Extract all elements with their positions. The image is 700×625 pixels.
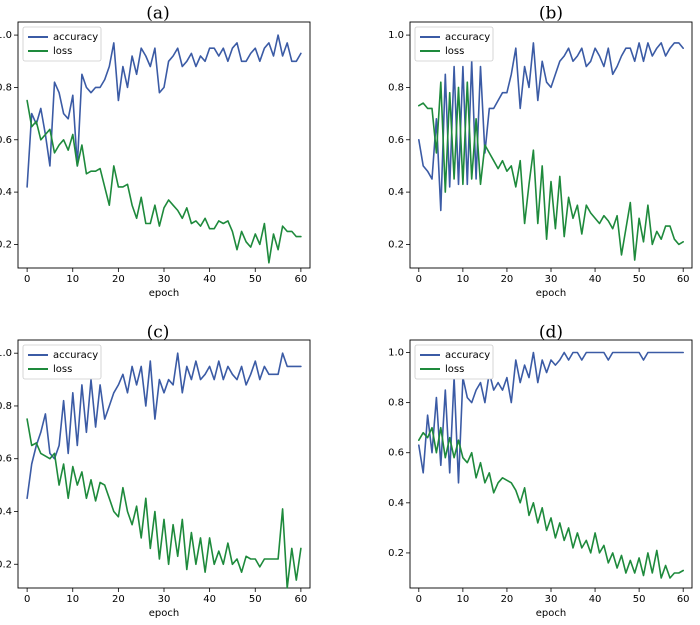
x-tick-label: 30 — [545, 594, 558, 605]
x-tick-label: 40 — [589, 274, 602, 285]
series-line-accuracy — [417, 42, 685, 212]
y-tick-label: 0.6 — [0, 454, 12, 465]
legend-label-accuracy: accuracy — [53, 350, 98, 361]
x-axis-title: epoch — [149, 288, 179, 299]
x-tick-label: 40 — [203, 274, 216, 285]
y-tick-label: 0.4 — [0, 506, 12, 517]
x-axis-title: epoch — [149, 608, 179, 619]
chart-panel-2: (b) 0 10 20 30 40 50 60 0.2 0.4 0.6 0.8 1.0 epoch accu… — [388, 4, 693, 299]
y-tick-label: 0.4 — [0, 187, 12, 198]
x-tick-label: 60 — [295, 274, 308, 285]
y-tick-label: 0.4 — [388, 187, 404, 198]
series-line-loss — [26, 418, 302, 589]
x-tick-label: 10 — [457, 274, 470, 285]
y-tick-label: 0.8 — [0, 401, 12, 412]
legend-label-loss: loss — [445, 46, 464, 57]
y-tick-label: 0.2 — [0, 559, 12, 570]
legend-label-loss: loss — [53, 364, 72, 375]
x-tick-label: 30 — [545, 274, 558, 285]
y-tick-label: 1.0 — [388, 30, 404, 41]
x-tick-label: 60 — [677, 594, 690, 605]
x-tick-label: 40 — [589, 594, 602, 605]
legend-box — [22, 344, 102, 380]
x-tick-label: 10 — [457, 594, 470, 605]
y-tick-label: 0.2 — [0, 239, 12, 250]
panel-label: (b) — [539, 4, 563, 24]
x-tick-label: 60 — [295, 594, 308, 605]
legend-label-loss: loss — [445, 364, 464, 375]
y-tick-label: 0.8 — [388, 398, 404, 409]
chart-panel-4: (d) 0 10 20 30 40 50 60 0.2 0.4 0.6 0.8 1.0 epoch accu… — [388, 323, 693, 619]
x-tick-label: 40 — [203, 594, 216, 605]
y-tick-label: 0.6 — [388, 448, 404, 459]
series-line-accuracy — [26, 352, 302, 500]
x-tick-label: 0 — [24, 594, 30, 605]
series-line-loss — [26, 99, 302, 264]
x-tick-label: 50 — [249, 594, 262, 605]
x-tick-label: 50 — [633, 594, 646, 605]
x-tick-label: 10 — [66, 594, 79, 605]
x-tick-label: 0 — [416, 274, 422, 285]
legend-box — [414, 26, 494, 62]
x-tick-label: 0 — [24, 274, 30, 285]
x-tick-label: 50 — [633, 274, 646, 285]
legend-label-accuracy: accuracy — [445, 350, 490, 361]
chart-panel-3: (c) 0 10 20 30 40 50 60 0.2 0.4 0.6 0.8 1.0 epoch accu… — [0, 323, 311, 619]
x-tick-label: 20 — [112, 594, 125, 605]
y-tick-label: 1.0 — [388, 348, 404, 359]
panel-label: (c) — [147, 323, 170, 343]
x-tick-label: 30 — [158, 594, 171, 605]
y-tick-label: 0.2 — [388, 548, 404, 559]
x-tick-label: 10 — [66, 274, 79, 285]
x-tick-label: 0 — [416, 594, 422, 605]
series-line-loss — [417, 426, 685, 579]
y-tick-label: 0.4 — [388, 498, 404, 509]
x-tick-label: 20 — [501, 274, 514, 285]
x-tick-label: 50 — [249, 274, 262, 285]
x-tick-label: 20 — [501, 594, 514, 605]
x-tick-label: 60 — [677, 274, 690, 285]
legend-box — [22, 26, 102, 62]
legend-label-accuracy: accuracy — [445, 32, 490, 43]
y-tick-label: 1.0 — [0, 348, 12, 359]
series-line-accuracy — [26, 34, 302, 188]
y-tick-label: 0.8 — [0, 82, 12, 93]
y-tick-label: 0.8 — [388, 82, 404, 93]
series-line-loss — [417, 81, 685, 261]
x-axis-title: epoch — [536, 288, 566, 299]
panel-label: (a) — [146, 4, 169, 24]
y-tick-label: 0.2 — [388, 239, 404, 250]
x-tick-label: 20 — [112, 274, 125, 285]
y-tick-label: 0.6 — [0, 135, 12, 146]
y-tick-label: 1.0 — [0, 30, 12, 41]
x-tick-label: 30 — [158, 274, 171, 285]
chart-panel-1: (a) 0 10 20 30 40 50 60 0.2 0.4 0.6 0.8 1.0 epoch accu… — [0, 4, 311, 299]
legend-label-accuracy: accuracy — [53, 32, 98, 43]
legend-label-loss: loss — [53, 46, 72, 57]
x-axis-title: epoch — [536, 608, 566, 619]
panel-label: (d) — [539, 323, 563, 343]
y-tick-label: 0.6 — [388, 135, 404, 146]
legend-box — [414, 344, 494, 380]
